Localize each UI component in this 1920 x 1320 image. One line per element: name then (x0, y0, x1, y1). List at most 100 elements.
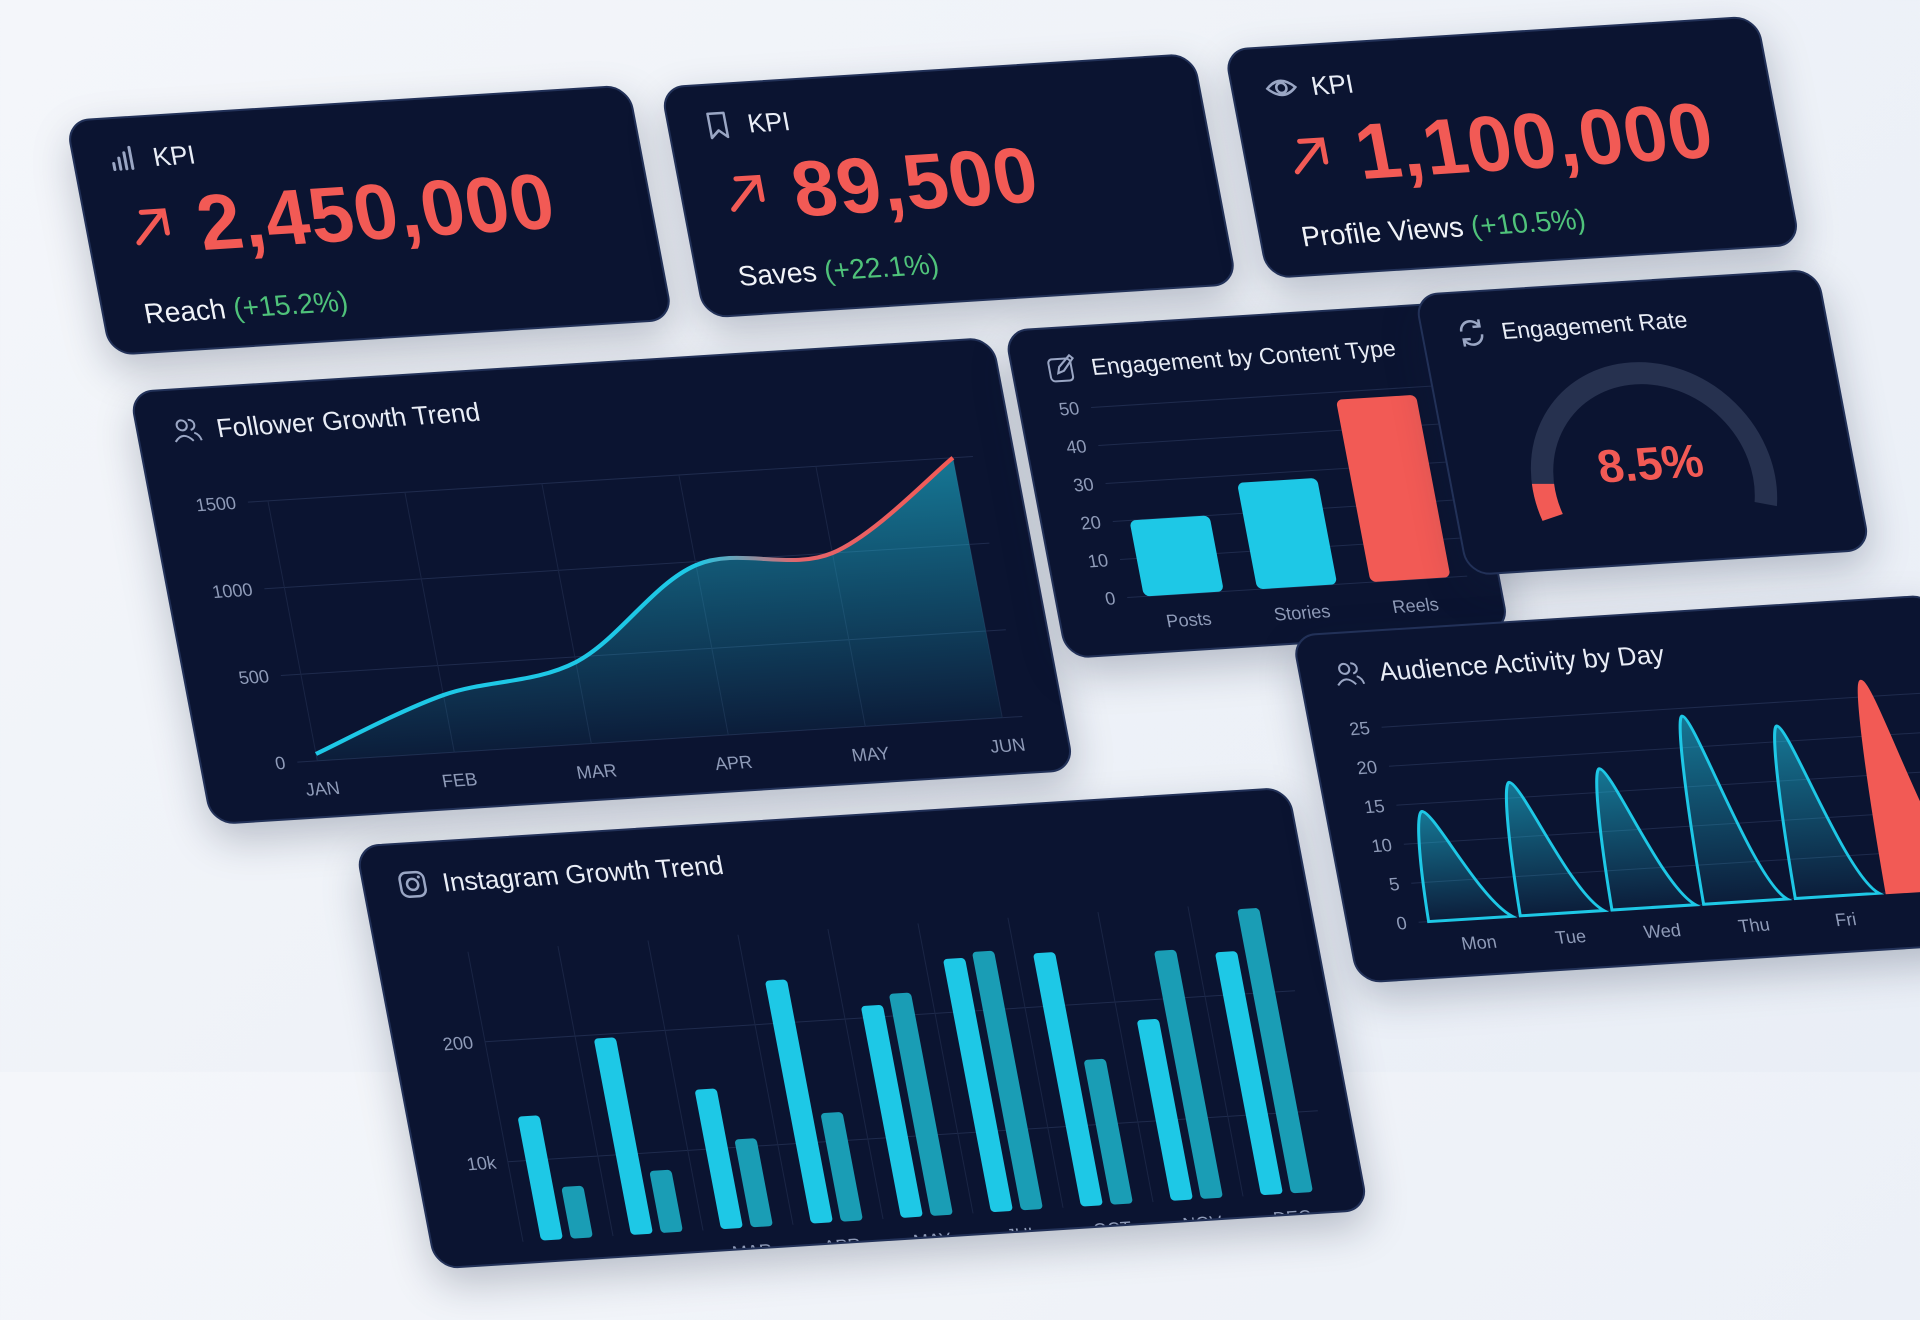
x-tick-label: JUN (988, 735, 1027, 757)
bookmark-icon (706, 111, 730, 140)
y-tick-label: 20 (1079, 512, 1103, 533)
kpi-value: 2,450,000 (189, 156, 563, 267)
x-tick-label: DEC (1272, 1207, 1314, 1229)
kpi-change: (+10.5%) (1467, 203, 1589, 242)
users-icon (1337, 662, 1366, 687)
instagram-growth-chart: 10k 200 MAR APR MAY JUL OCT NOV DEC (441, 906, 1318, 1263)
follower-growth-card[interactable]: 0 500 1000 1500 JAN FEB MAR APR MAY JUN Follower … (128, 336, 1076, 826)
kpi-badge: KPI (150, 139, 198, 172)
gauge-value: 8.5% (1593, 434, 1708, 492)
y-tick-label: 500 (237, 666, 271, 688)
x-tick-label: Reels (1391, 594, 1441, 617)
engagement-content-type-chart: 0 10 20 30 40 50 Posts Stories Reels (1057, 385, 1468, 632)
y-tick-label: 0 (1395, 913, 1409, 933)
bar (594, 1037, 653, 1235)
kpi-value: 89,500 (784, 130, 1046, 234)
kpi-label: Reach (141, 293, 229, 330)
refresh-icon (1459, 319, 1484, 347)
y-tick-label: 15 (1363, 796, 1387, 817)
kpi-label: Saves (735, 256, 820, 292)
bar (1130, 515, 1223, 597)
bar (1336, 395, 1450, 582)
x-tick-label: Tue (1554, 926, 1588, 948)
bar (1238, 478, 1337, 589)
x-tick-label: MAR (575, 761, 619, 783)
series-line (314, 456, 955, 756)
y-tick-label: 40 (1064, 436, 1088, 457)
engagement-rate-card[interactable]: 8.5% Engagement Rate (1413, 268, 1872, 577)
activity-peak (1857, 679, 1920, 895)
x-tick-label: JUL (1005, 1224, 1041, 1246)
gauge-fill (1531, 483, 1563, 521)
bar-signal-icon (112, 145, 135, 171)
y-tick-label: 200 (441, 1033, 475, 1055)
gridline (1403, 809, 1920, 845)
gridline (247, 455, 974, 503)
bar (695, 1088, 743, 1230)
users-icon (174, 418, 203, 443)
x-tick-label: Thu (1737, 915, 1772, 937)
gridline (1411, 848, 1920, 884)
x-tick-label: MAY (912, 1229, 953, 1251)
activity-peak (1773, 724, 1885, 901)
activity-peak (1417, 810, 1518, 924)
gridline (1091, 385, 1432, 409)
dashboard: KPI 2,450,000 Reach(+15.2%) KPI 89,500 S… (65, 0, 1920, 1320)
kpi-badge: KPI (1308, 68, 1357, 102)
kpi-change: (+15.2%) (230, 285, 351, 324)
gridline (1381, 692, 1920, 728)
kpi-badge: KPI (744, 105, 793, 139)
y-tick-label: 5 (1387, 874, 1401, 894)
bar (518, 1115, 563, 1241)
x-tick-label: Wed (1642, 920, 1682, 942)
y-tick-label: 1000 (211, 580, 255, 602)
arrow-up-right-icon (1294, 137, 1329, 175)
bar (561, 1185, 593, 1239)
x-tick-label: Posts (1164, 609, 1213, 632)
eye-icon (1265, 79, 1298, 97)
activity-peak (1504, 780, 1610, 918)
gridline (1396, 770, 1920, 806)
kpi-label: Profile Views (1298, 211, 1466, 253)
x-tick-label: APR (822, 1235, 863, 1257)
arrow-up-right-icon (731, 174, 765, 212)
x-tick-label: JAN (304, 778, 342, 800)
kpi-change: (+22.1%) (821, 248, 942, 287)
bar (765, 979, 833, 1224)
edit-icon (1047, 353, 1075, 383)
x-tick-label: NOV (1181, 1212, 1225, 1234)
engagement-rate-gauge: 8.5% (1530, 362, 1778, 521)
gridline (484, 990, 1296, 1043)
y-tick-label: 10 (1086, 550, 1110, 571)
x-tick-label: MAY (850, 743, 891, 765)
arrow-up-right-icon (136, 208, 170, 246)
activity-peak (1678, 714, 1793, 906)
y-tick-label: 1500 (194, 493, 238, 515)
y-tick-label: 25 (1348, 718, 1372, 739)
kpi-card-saves[interactable]: KPI 89,500 Saves(+22.1%) (659, 52, 1238, 319)
engagement-content-type-card[interactable]: 0 10 20 30 40 50 Posts Stories Reels Engagement … (1003, 302, 1511, 660)
x-tick-label: Mon (1460, 932, 1499, 954)
y-tick-label: 50 (1057, 398, 1081, 419)
y-tick-label: 0 (273, 753, 287, 773)
x-tick-label: Stories (1272, 601, 1332, 624)
gridline (1388, 731, 1920, 767)
gauge-track (1530, 362, 1778, 521)
x-tick-label: FEB (440, 769, 479, 791)
x-tick-label: APR (713, 752, 754, 774)
kpi-card-reach[interactable]: KPI 2,450,000 Reach(+15.2%) (65, 84, 674, 356)
kpi-card-profile-views[interactable]: KPI 1,100,000 Profile Views(+10.5%) (1223, 15, 1802, 280)
gridline (467, 951, 524, 1242)
y-tick-label: 10 (1370, 835, 1394, 856)
x-tick-label: Fri (1833, 909, 1858, 930)
instagram-growth-card[interactable]: 10k 200 MAR APR MAY JUL OCT NOV DEC Instagram Gr… (354, 786, 1370, 1270)
area-fill (315, 457, 1003, 761)
bar (649, 1169, 683, 1233)
audience-activity-card[interactable]: 0510152025MonTueWedThuFriSat Audience Ac… (1291, 594, 1920, 984)
activity-peak (1595, 767, 1701, 912)
x-tick-label: OCT (1092, 1218, 1134, 1240)
y-tick-label: 10k (465, 1153, 499, 1175)
instagram-icon (398, 870, 427, 898)
gridline (267, 500, 318, 761)
x-tick-label: MAR (731, 1240, 775, 1262)
